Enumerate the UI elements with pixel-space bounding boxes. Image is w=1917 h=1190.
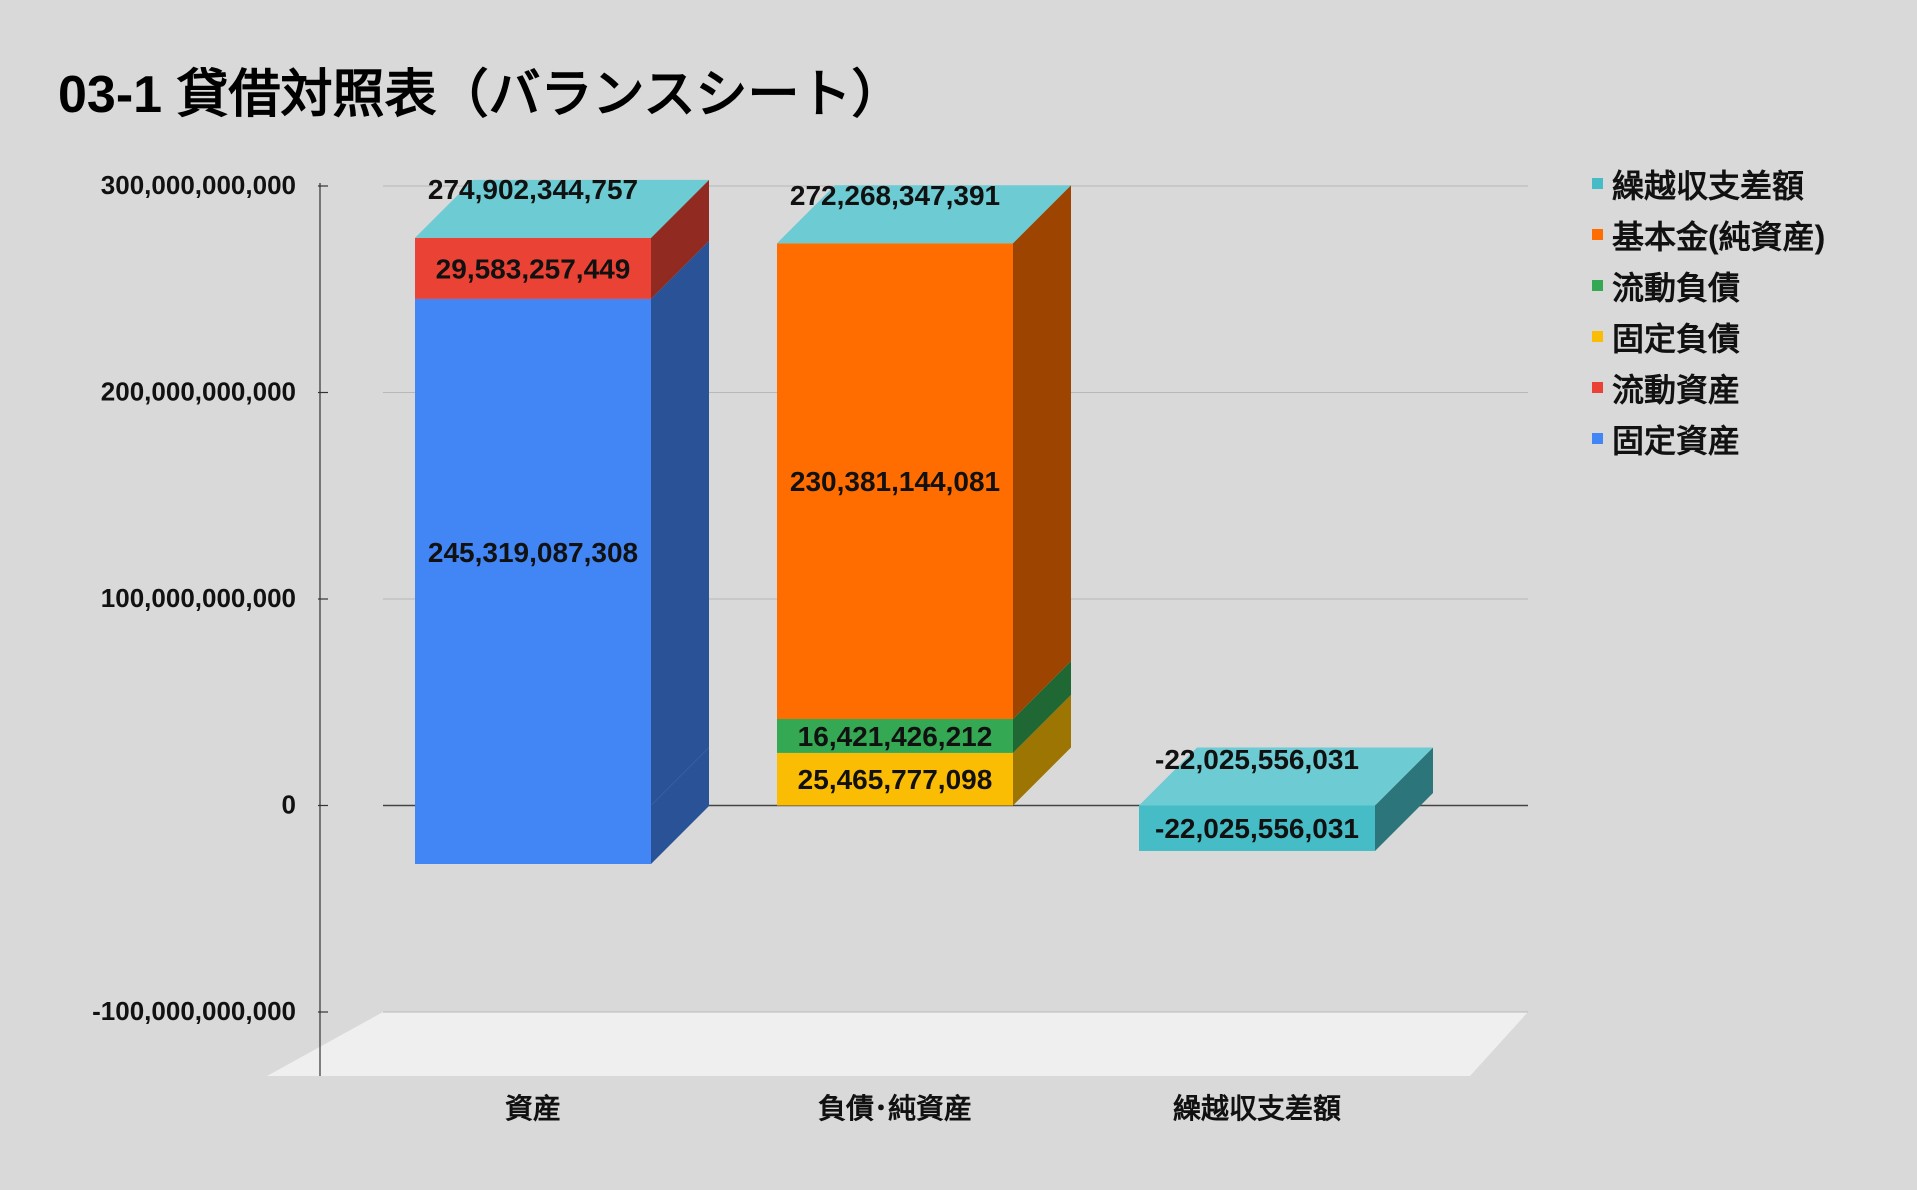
bar-segment — [415, 298, 651, 806]
legend-swatch — [1592, 280, 1603, 291]
bar-segment-side — [1013, 661, 1071, 753]
legend-label: 流動負債 — [1612, 270, 1740, 306]
labels-layer: 245,319,087,308 29,583,257,449 25,465,777,… — [428, 174, 1359, 844]
legend-swatch — [1592, 433, 1603, 444]
total-label: -22,025,556,031 — [1155, 744, 1359, 775]
axis-layer: 300,000,000,000 200,000,000,000 100,000,00… — [92, 170, 1341, 1124]
y-tick-label: 100,000,000,000 — [101, 583, 296, 613]
bar-top-face — [1139, 747, 1433, 806]
total-label: 272,268,347,391 — [790, 180, 1000, 211]
chart-floor — [267, 1012, 1528, 1076]
bar-segment — [1139, 805, 1375, 851]
legend-label: 固定負債 — [1612, 321, 1740, 357]
bar-segment — [777, 243, 1013, 720]
legend-swatch — [1592, 331, 1603, 342]
data-label: 25,465,777,098 — [798, 764, 993, 795]
bar-top-face — [777, 185, 1071, 244]
legend-label: 流動資産 — [1612, 372, 1740, 408]
data-label: -22,025,556,031 — [1155, 813, 1359, 844]
y-tick-label: 200,000,000,000 — [101, 377, 296, 407]
bar-top-face — [415, 179, 709, 238]
total-label: 274,902,344,757 — [428, 174, 638, 205]
bar-segment-side — [1375, 747, 1433, 851]
chart-title: 03-1 貸借対照表（バランスシート） — [58, 66, 903, 124]
x-tick-label: 繰越収支差額 — [1173, 1092, 1341, 1124]
data-label: 29,583,257,449 — [436, 253, 631, 284]
floor-layer — [267, 1012, 1528, 1076]
x-tick-label: 負債･純資産 — [818, 1092, 972, 1124]
y-tick-label: 300,000,000,000 — [101, 170, 296, 200]
bar-segment-side — [1013, 185, 1071, 720]
bar-segment — [777, 719, 1013, 753]
title-layer: 03-1 貸借対照表（バランスシート） — [58, 66, 903, 124]
bars-layer — [415, 179, 1433, 864]
data-label: 245,319,087,308 — [428, 537, 638, 568]
bar-segment-side — [651, 240, 709, 806]
legend-swatch — [1592, 178, 1603, 189]
bar-base-extension-side — [651, 747, 709, 864]
data-label: 230,381,144,081 — [790, 466, 1000, 497]
legend-swatch — [1592, 229, 1603, 240]
data-label: 16,421,426,212 — [798, 721, 993, 752]
y-tick-label: -100,000,000,000 — [92, 996, 296, 1026]
y-tick-label: 0 — [282, 790, 296, 820]
bar-segment-side — [1013, 694, 1071, 806]
legend-swatch — [1592, 382, 1603, 393]
legend-label: 基本金(純資産) — [1612, 219, 1825, 255]
bar-segment — [777, 752, 1013, 806]
bar-segment-side — [651, 179, 709, 299]
x-tick-label: 資産 — [505, 1092, 561, 1124]
bar-segment — [415, 237, 651, 299]
legend-label: 繰越収支差額 — [1612, 168, 1804, 204]
legend-label: 固定資産 — [1612, 423, 1740, 459]
bar-base-extension — [415, 805, 651, 864]
